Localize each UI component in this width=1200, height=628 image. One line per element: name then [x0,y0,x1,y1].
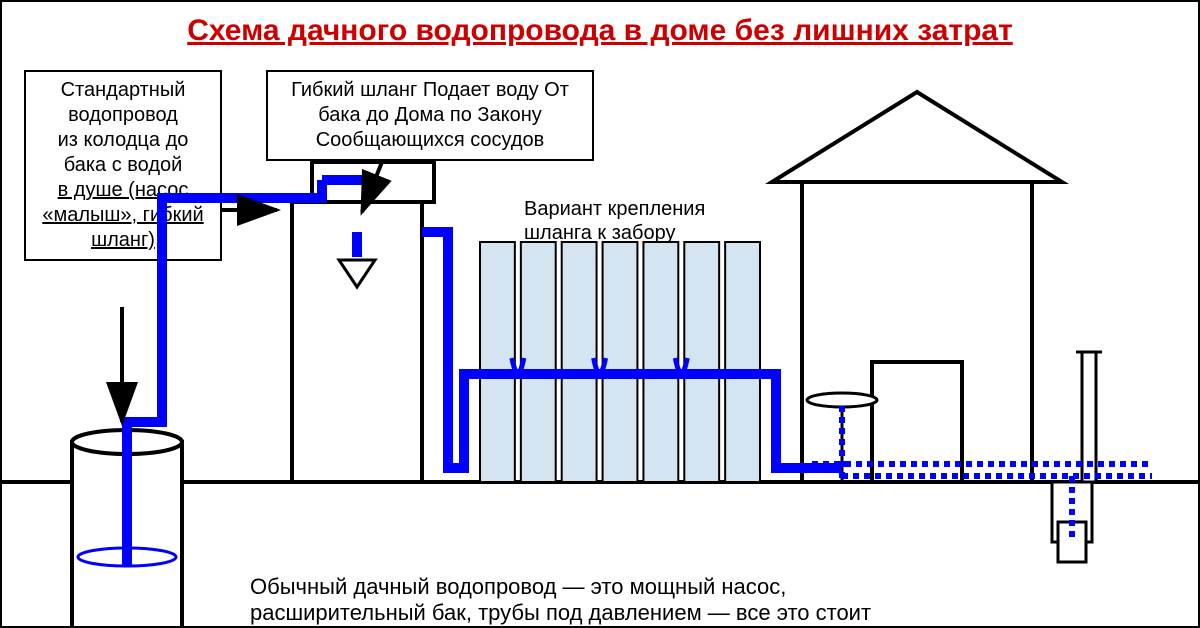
diagram-svg [2,2,1200,628]
